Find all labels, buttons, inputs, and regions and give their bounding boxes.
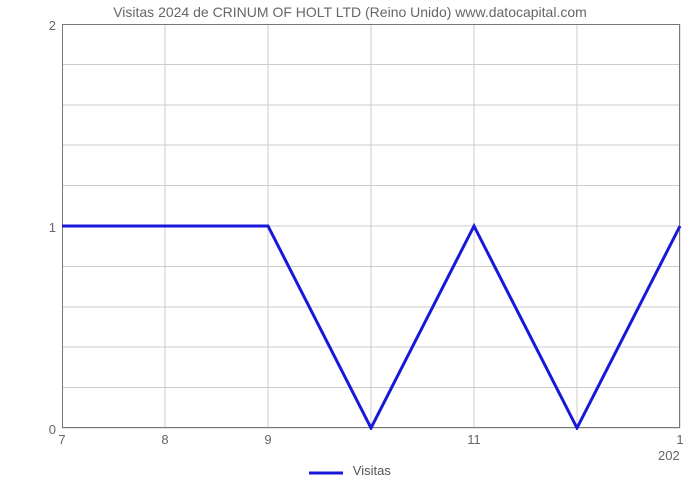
chart-title: Visitas 2024 de CRINUM OF HOLT LTD (Rein… xyxy=(0,4,700,20)
legend: Visitas xyxy=(0,462,700,478)
chart-container: Visitas 2024 de CRINUM OF HOLT LTD (Rein… xyxy=(0,0,700,500)
x-tick-label: 1 xyxy=(660,432,700,447)
x-tick-label: 9 xyxy=(248,432,288,447)
legend-label: Visitas xyxy=(353,463,391,478)
x-tick-label: 8 xyxy=(145,432,185,447)
chart-plot xyxy=(62,24,682,430)
legend-swatch xyxy=(309,463,343,478)
x-axis-right-label: 202 xyxy=(658,448,680,463)
x-tick-label: 7 xyxy=(42,432,82,447)
y-tick-label: 1 xyxy=(49,220,56,235)
x-tick-label: 11 xyxy=(454,432,494,447)
y-tick-label: 2 xyxy=(49,18,56,33)
